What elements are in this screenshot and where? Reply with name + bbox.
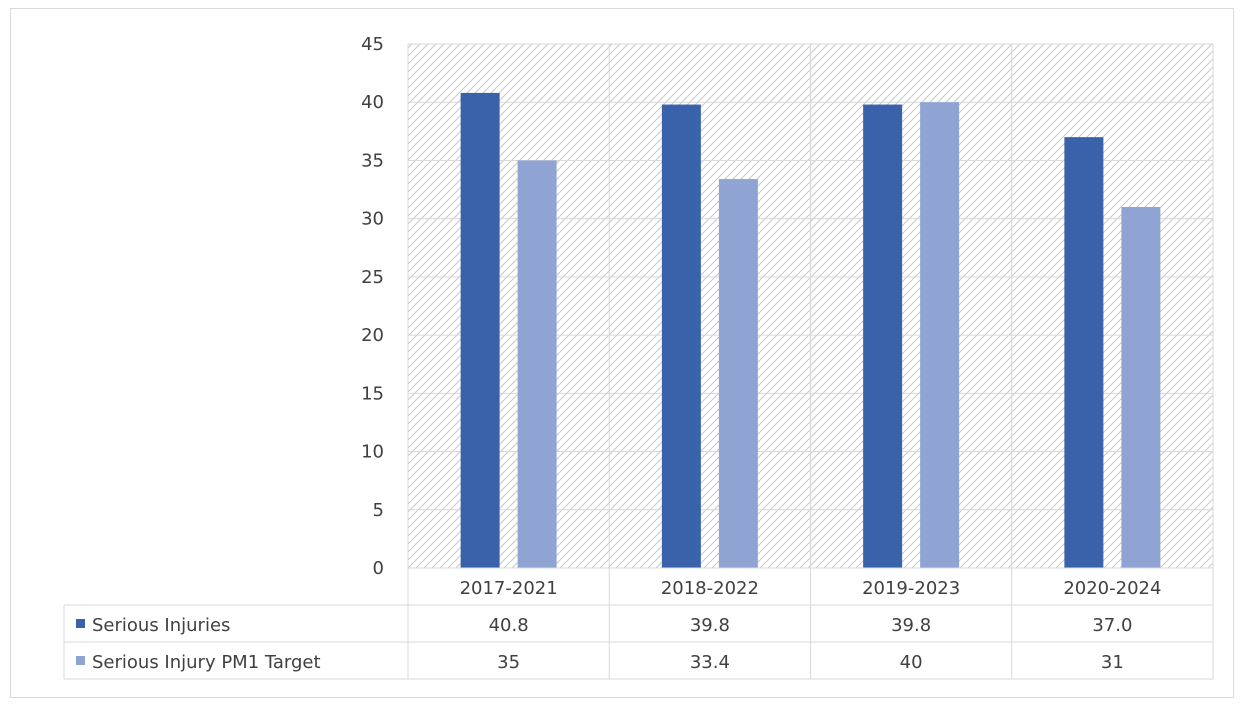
data-label: 39.8 (690, 615, 730, 636)
y-tick-label: 10 (361, 442, 384, 463)
data-label: 33.4 (690, 652, 730, 673)
bar-serious-injuries (863, 104, 903, 568)
y-tick-label: 20 (361, 325, 384, 346)
x-category-label: 2017-2021 (460, 578, 558, 599)
data-label: 31 (1101, 652, 1124, 673)
y-tick-label: 5 (373, 500, 384, 521)
x-category-label: 2020-2024 (1063, 578, 1161, 599)
data-label: 37.0 (1092, 615, 1132, 636)
legend-swatch (76, 656, 85, 665)
data-label: 40 (900, 652, 923, 673)
data-label: 40.8 (489, 615, 529, 636)
bar-pm1-target (1121, 207, 1161, 568)
y-tick-label: 30 (361, 209, 384, 230)
data-label: 39.8 (891, 615, 931, 636)
x-category-label: 2019-2023 (862, 578, 960, 599)
y-tick-label: 35 (361, 150, 384, 171)
bar-pm1-target (920, 102, 960, 568)
bar-serious-injuries (661, 104, 701, 568)
legend-label: Serious Injury PM1 Target (92, 652, 321, 673)
x-category-label: 2018-2022 (661, 578, 759, 599)
bar-pm1-target (517, 160, 557, 568)
y-tick-label: 40 (361, 92, 384, 113)
bar-serious-injuries (460, 92, 500, 568)
y-tick-label: 15 (361, 383, 384, 404)
y-tick-label: 25 (361, 267, 384, 288)
bar-serious-injuries (1064, 137, 1104, 568)
legend-swatch (76, 619, 85, 628)
bar-pm1-target (718, 179, 758, 568)
legend-label: Serious Injuries (92, 615, 230, 636)
data-label: 35 (497, 652, 520, 673)
y-tick-label: 45 (361, 34, 384, 55)
y-tick-label: 0 (373, 558, 384, 579)
